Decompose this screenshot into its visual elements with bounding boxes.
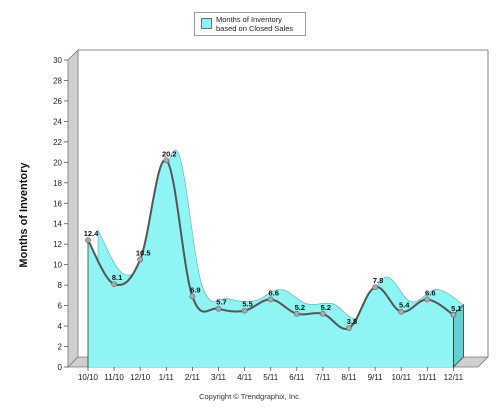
data-label: 6.6: [268, 288, 278, 297]
y-tick-label: 4: [58, 322, 63, 331]
x-tick-label: 8/11: [342, 373, 358, 382]
y-tick-label: 12: [53, 240, 62, 249]
data-label: 6.9: [190, 285, 200, 294]
data-label: 8.1: [112, 273, 122, 282]
legend: Months of Inventory based on Closed Sale…: [194, 12, 306, 36]
data-label: 5.7: [216, 298, 226, 307]
y-tick-label: 6: [58, 302, 63, 311]
legend-label: Months of Inventory based on Closed Sale…: [216, 15, 294, 33]
y-tick-label: 14: [53, 220, 62, 229]
x-tick-label: 7/11: [315, 373, 331, 382]
y-tick-label: 0: [58, 363, 63, 372]
series-line: [87, 159, 454, 330]
data-point: [85, 237, 91, 244]
y-tick-label: 24: [53, 117, 62, 126]
y-tick-label: 28: [53, 76, 62, 85]
y-tick-label: 2: [58, 343, 63, 352]
y-tick-label: 26: [53, 97, 62, 106]
plot-layer: [87, 149, 464, 368]
x-tick-label: 12/11: [444, 373, 464, 382]
data-label: 5.5: [242, 300, 252, 309]
y-tick-label: 18: [53, 179, 62, 188]
legend-swatch: [201, 18, 212, 29]
data-point: [424, 296, 431, 303]
data-point: [215, 305, 222, 312]
x-tick-label: 6/11: [289, 373, 305, 382]
data-label: 5.4: [399, 301, 410, 310]
y-axis-label: Months of Inventory: [18, 162, 30, 268]
data-point: [346, 325, 352, 332]
copyright-text: Copyright © Trendgraphix, Inc.: [199, 392, 301, 401]
data-point: [293, 310, 300, 317]
y-tick-label: 22: [53, 138, 62, 147]
x-tick-label: 3/11: [211, 373, 227, 382]
data-label: 12.4: [84, 229, 99, 238]
x-tick-label: 4/11: [237, 373, 253, 382]
data-point: [137, 256, 144, 263]
x-tick-label: 10/11: [391, 373, 411, 382]
data-point: [319, 310, 326, 317]
data-point: [450, 311, 457, 318]
x-tick-label: 5/11: [263, 373, 279, 382]
data-label: 5.1: [451, 304, 461, 313]
data-label: 7.8: [373, 276, 383, 285]
y-axis-wall: [67, 49, 79, 368]
x-tick-label: 12/10: [130, 373, 151, 382]
data-point: [267, 296, 274, 303]
data-point: [372, 284, 378, 291]
data-point: [189, 293, 196, 300]
series-area: [88, 159, 454, 367]
y-tick-label: 10: [53, 261, 62, 270]
data-label: 3.8: [347, 317, 357, 326]
x-tick-label: 9/11: [368, 373, 384, 382]
data-point: [398, 308, 405, 315]
data-label: 6.6: [425, 288, 435, 297]
y-tick-label: 8: [58, 281, 63, 290]
x-tick-label: 2/11: [185, 373, 201, 382]
data-label: 5.2: [295, 303, 305, 312]
x-tick-label: 10/10: [78, 373, 99, 382]
data-point: [241, 307, 248, 314]
y-tick-label: 30: [53, 56, 62, 65]
y-tick-label: 20: [53, 158, 62, 167]
x-tick-label: 11/10: [104, 373, 124, 382]
data-label: 20.2: [162, 149, 177, 158]
data-point: [163, 157, 170, 164]
x-tick-label: 11/11: [418, 373, 437, 382]
data-label: 5.2: [321, 303, 331, 312]
data-label: 10.5: [136, 249, 151, 258]
label-layer: 12.4 8.1 10.5 20.2 6.9 5.7 5.5 6.6 5.2 5.2 3.8 7.8 5…: [84, 149, 462, 332]
y-tick-label: 16: [53, 199, 62, 208]
data-point: [111, 281, 117, 288]
x-tick-label: 1/11: [159, 373, 175, 382]
